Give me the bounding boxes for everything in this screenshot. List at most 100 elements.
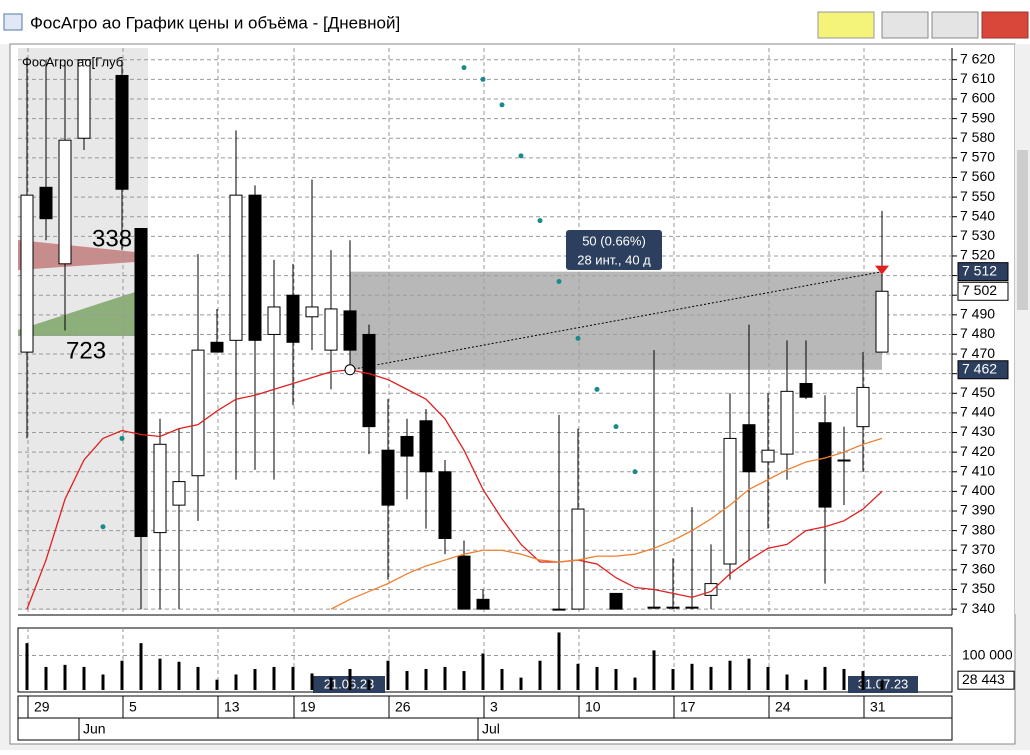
- x-tick-label: 10: [585, 699, 601, 715]
- volume-bar: [120, 660, 124, 690]
- candle-body: [305, 306, 319, 318]
- candle-body: [267, 306, 281, 335]
- sar-dot: [575, 335, 581, 341]
- measure-end: [875, 265, 889, 275]
- y-tick-label: 7 570: [960, 149, 995, 165]
- app-icon: [3, 13, 23, 31]
- volume-bar: [614, 668, 618, 690]
- volume-bar: [519, 677, 523, 690]
- volume-bar: [500, 668, 504, 690]
- volume-bar: [709, 666, 713, 690]
- volume-bar: [728, 660, 732, 690]
- volume-bar: [576, 663, 580, 690]
- maximize-button[interactable]: [931, 11, 979, 39]
- volume-bar: [443, 666, 447, 690]
- candle-body: [666, 606, 680, 609]
- sar-dot: [499, 102, 505, 108]
- y-tick-label: 7 490: [960, 306, 995, 322]
- order-book-asks: [18, 240, 135, 270]
- price-tag-label: 7 462: [962, 360, 997, 376]
- order-book-label: ФосАгро ао[Глуб: [22, 54, 123, 69]
- volume-bar: [804, 679, 808, 690]
- volume-bar: [386, 660, 390, 690]
- price-tag-label: 7 512: [962, 262, 997, 278]
- y-tick-label: 7 430: [960, 423, 995, 439]
- moving-average: [330, 437, 883, 610]
- y-tick-label: 7 400: [960, 482, 995, 498]
- y-tick-label: 7 440: [960, 404, 995, 420]
- candle-body: [343, 310, 357, 351]
- y-tick-label: 7 370: [960, 541, 995, 557]
- sar-dot: [537, 218, 543, 224]
- moving-average: [26, 369, 883, 610]
- candle-body: [39, 186, 53, 220]
- volume-bar: [861, 671, 865, 690]
- volume-bar: [234, 674, 238, 690]
- sar-dot: [594, 386, 600, 392]
- y-tick-label: 7 420: [960, 443, 995, 459]
- volume-bar: [329, 677, 333, 690]
- y-tick-label: 7 450: [960, 384, 995, 400]
- volume-panel: [17, 627, 953, 693]
- y-tick-label: 7 530: [960, 227, 995, 243]
- sar-dot: [100, 524, 106, 530]
- volume-bar: [595, 666, 599, 690]
- sar-dot: [119, 435, 125, 441]
- volume-bar: [405, 671, 409, 690]
- measure-zone: [350, 271, 882, 370]
- candle-body: [457, 555, 471, 610]
- volume-bar: [842, 668, 846, 690]
- y-tick-label: 7 600: [960, 90, 995, 106]
- candle-body: [286, 294, 300, 343]
- y-tick-label: 7 610: [960, 70, 995, 86]
- link-button[interactable]: [817, 11, 875, 39]
- volume-bar: [367, 679, 371, 690]
- candle-body: [77, 59, 91, 139]
- window-title: ФосАгро ао График цены и объёма - [Дневн…: [30, 13, 400, 32]
- volume-bar: [481, 653, 485, 690]
- candle-body: [172, 481, 186, 506]
- y-tick-label: 7 480: [960, 325, 995, 341]
- volume-bar: [766, 666, 770, 690]
- chart-area: [9, 43, 1016, 745]
- candle-body: [476, 598, 490, 610]
- x-tick-label: 26: [395, 699, 411, 715]
- candle-body: [685, 606, 699, 609]
- candle-body: [761, 449, 775, 463]
- candle-body: [324, 308, 338, 351]
- volume-bar: [25, 643, 29, 690]
- scrollbar[interactable]: [1015, 44, 1030, 614]
- candle-body: [780, 390, 794, 455]
- close-button[interactable]: [981, 11, 1029, 39]
- volume-bar: [158, 658, 162, 690]
- volume-bar: [652, 650, 656, 690]
- volume-bar: [177, 661, 181, 690]
- volume-bar: [424, 668, 428, 690]
- candle-body: [419, 420, 433, 473]
- y-tick-label: 7 540: [960, 207, 995, 223]
- candle-body: [115, 74, 129, 190]
- sar-dot: [518, 153, 524, 159]
- price-tag: [957, 281, 1009, 301]
- volume-bar: [215, 679, 219, 690]
- volume-bar: [82, 666, 86, 690]
- volume-bar: [462, 671, 466, 690]
- minimize-button[interactable]: [881, 11, 929, 39]
- y-tick-label: 7 360: [960, 561, 995, 577]
- candle-body: [400, 435, 414, 457]
- x-tick-label: 24: [775, 699, 791, 715]
- month-label: Jul: [482, 721, 500, 737]
- volume-bar: [671, 668, 675, 690]
- volume-bar: [196, 666, 200, 690]
- volume-bar: [291, 666, 295, 690]
- y-tick-label: 7 470: [960, 345, 995, 361]
- scroll-thumb[interactable]: [1017, 150, 1028, 310]
- price-tag: [957, 262, 1009, 282]
- candle-body: [875, 290, 889, 353]
- measure-span: 28 инт., 40 д: [577, 252, 651, 267]
- candle-body: [362, 333, 376, 428]
- volume-bar: [272, 666, 276, 690]
- candle-body: [58, 139, 72, 265]
- price-tag-label: 7 502: [962, 282, 997, 298]
- x-tick-label: 5: [129, 699, 137, 715]
